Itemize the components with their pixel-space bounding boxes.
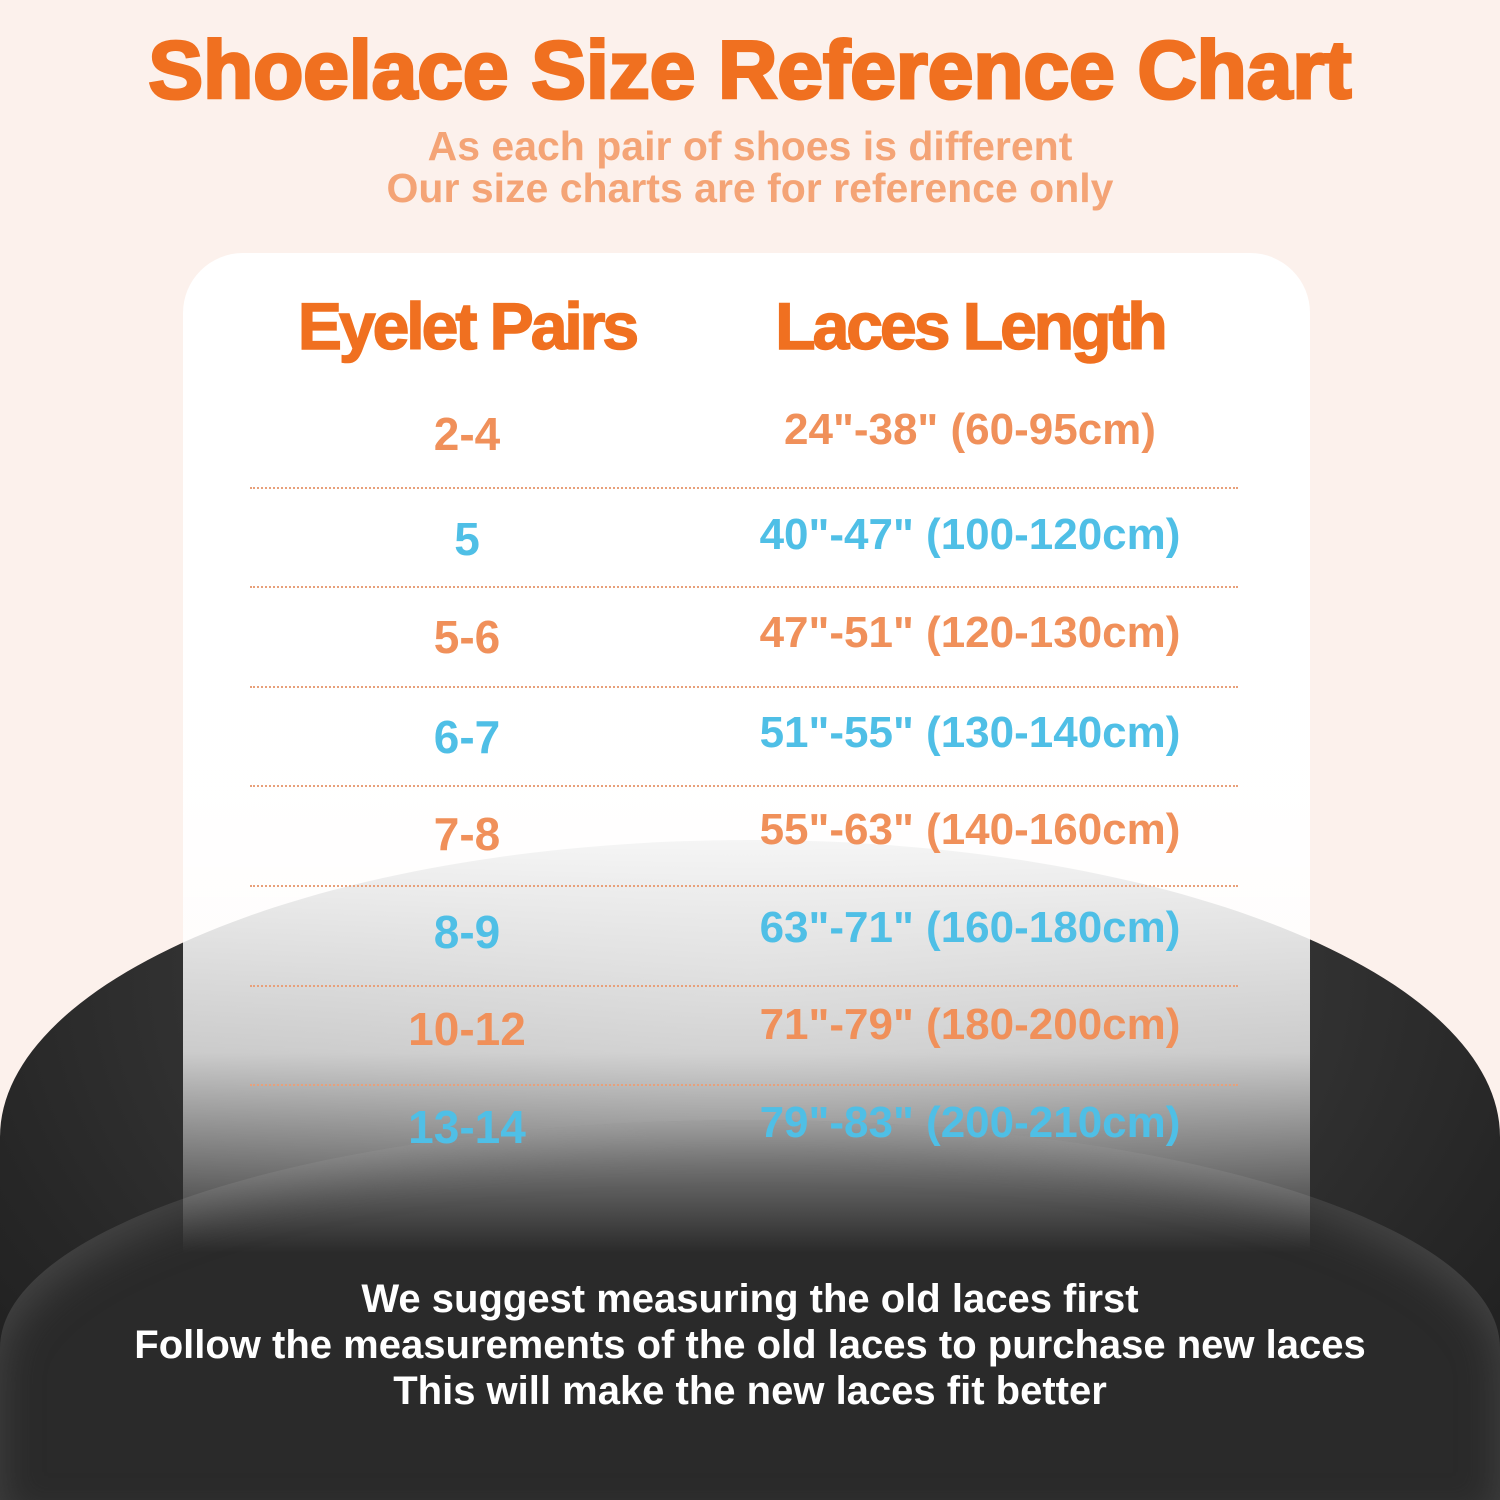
- eyelet-pairs-cell: 8-9: [433, 906, 501, 958]
- eyelet-pairs-cell: 5-6: [433, 611, 501, 663]
- size-table-card: [183, 253, 1310, 1253]
- subtitle-line-1: As each pair of shoes is different: [427, 123, 1073, 169]
- row-divider: [250, 487, 1238, 489]
- eyelet-pairs-cell: 6-7: [433, 711, 501, 763]
- row-divider: [250, 785, 1238, 787]
- laces-length-cell: 55"-63" (140-160cm): [759, 805, 1181, 854]
- row-divider: [250, 586, 1238, 588]
- row-divider: [250, 985, 1238, 987]
- subtitle-line-2: Our size charts are for reference only: [386, 165, 1114, 211]
- row-divider: [250, 686, 1238, 688]
- footer-line-2: Follow the measurements of the old laces…: [134, 1323, 1366, 1367]
- footer-line-3: This will make the new laces fit better: [393, 1369, 1107, 1413]
- eyelet-pairs-cell: 5: [454, 513, 480, 565]
- eyelet-pairs-cell: 2-4: [433, 408, 501, 460]
- laces-length-cell: 47"-51" (120-130cm): [759, 608, 1181, 657]
- laces-length-cell: 40"-47" (100-120cm): [759, 510, 1181, 559]
- laces-length-cell: 71"-79" (180-200cm): [759, 1000, 1181, 1049]
- eyelet-pairs-cell: 13-14: [408, 1101, 526, 1153]
- laces-length-cell: 79"-83" (200-210cm): [759, 1098, 1181, 1147]
- eyelet-pairs-cell: 7-8: [433, 808, 501, 860]
- laces-length-cell: 63"-71" (160-180cm): [759, 903, 1181, 952]
- header-laces-length: Laces Length: [775, 288, 1169, 364]
- eyelet-pairs-cell: 10-12: [408, 1003, 526, 1055]
- row-divider: [250, 885, 1238, 887]
- page-title: Shoelace Size Reference Chart: [147, 24, 1353, 118]
- laces-length-cell: 24"-38" (60-95cm): [784, 405, 1156, 454]
- header-eyelet-pairs: Eyelet Pairs: [297, 288, 640, 364]
- row-divider: [250, 1084, 1238, 1086]
- footer-line-1: We suggest measuring the old laces first: [361, 1277, 1139, 1321]
- laces-length-cell: 51"-55" (130-140cm): [759, 708, 1181, 757]
